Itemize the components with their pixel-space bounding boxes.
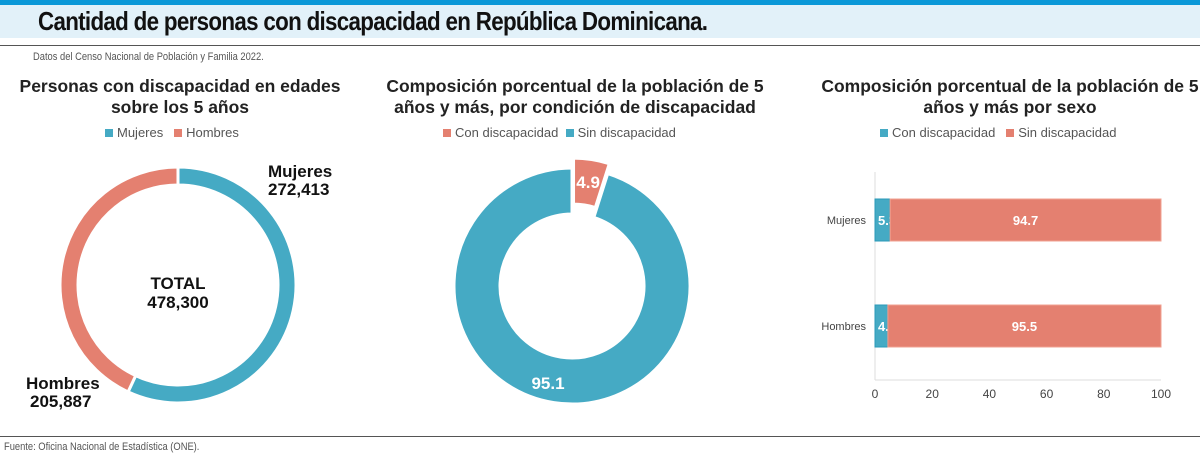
legend-sin: Sin discapacidad	[577, 125, 676, 140]
legend-mujeres: Mujeres	[117, 125, 164, 140]
divider-bottom	[0, 436, 1200, 437]
x-tick-20: 20	[926, 387, 940, 401]
slice-label-con: 4.9	[576, 173, 600, 192]
category-label-mujeres: Mujeres	[827, 215, 867, 227]
top-accent-bar	[0, 0, 1200, 5]
legend-swatch-con	[880, 129, 888, 137]
x-tick-0: 0	[872, 387, 879, 401]
chart1-title: Personas con discapacidad en edades sobr…	[19, 76, 341, 117]
label-hombres-name: Hombres	[26, 374, 100, 393]
donut-slice-con	[572, 156, 612, 210]
center-label: TOTAL	[150, 274, 205, 293]
legend-swatch-mujeres	[105, 129, 113, 137]
legend-swatch-sin	[1006, 129, 1015, 137]
legend-swatch-sin	[565, 129, 574, 137]
divider-top	[0, 45, 1200, 46]
center-value: 478,300	[147, 293, 208, 312]
x-tick-100: 100	[1151, 387, 1171, 401]
source-note: Fuente: Oficina Nacional de Estadística …	[4, 441, 200, 453]
legend-con: Con discapacidad	[455, 125, 559, 140]
legend-sin: Sin discapacidad	[1018, 125, 1117, 140]
legend-hombres: Hombres	[186, 125, 239, 140]
legend-swatch-con	[443, 129, 451, 137]
bar-label-mujeres-sin: 94.7	[1013, 213, 1038, 228]
category-label-hombres: Hombres	[821, 321, 866, 333]
x-tick-60: 60	[1040, 387, 1054, 401]
bar-hombres-sin	[887, 304, 1162, 348]
legend-swatch-hombres	[174, 129, 183, 137]
label-hombres-value: 205,887	[30, 392, 91, 411]
subtitle: Datos del Censo Nacional de Población y …	[33, 51, 264, 63]
page-title: Cantidad de personas con discapacidad en…	[38, 6, 708, 36]
chart1-legend: Mujeres Hombres	[105, 125, 239, 140]
chart2-legend: Con discapacidad Sin discapacidad	[443, 125, 676, 140]
legend-con: Con discapacidad	[892, 125, 996, 140]
x-tick-80: 80	[1097, 387, 1111, 401]
bar-label-hombres-sin: 95.5	[1012, 319, 1037, 334]
donut-slice-sin	[452, 166, 692, 406]
x-tick-40: 40	[983, 387, 997, 401]
label-mujeres-value: 272,413	[268, 180, 329, 199]
slice-label-sin: 95.1	[531, 374, 564, 393]
label-mujeres-name: Mujeres	[268, 162, 332, 181]
chart3-title: Composición porcentual de la población d…	[821, 76, 1199, 117]
chart3-legend: Con discapacidad Sin discapacidad	[880, 125, 1117, 140]
bar-mujeres-sin	[889, 198, 1162, 242]
title-band	[0, 5, 1200, 38]
donut-slice-hombres	[58, 165, 180, 394]
chart2-title: Composición porcentual de la población d…	[386, 76, 764, 117]
